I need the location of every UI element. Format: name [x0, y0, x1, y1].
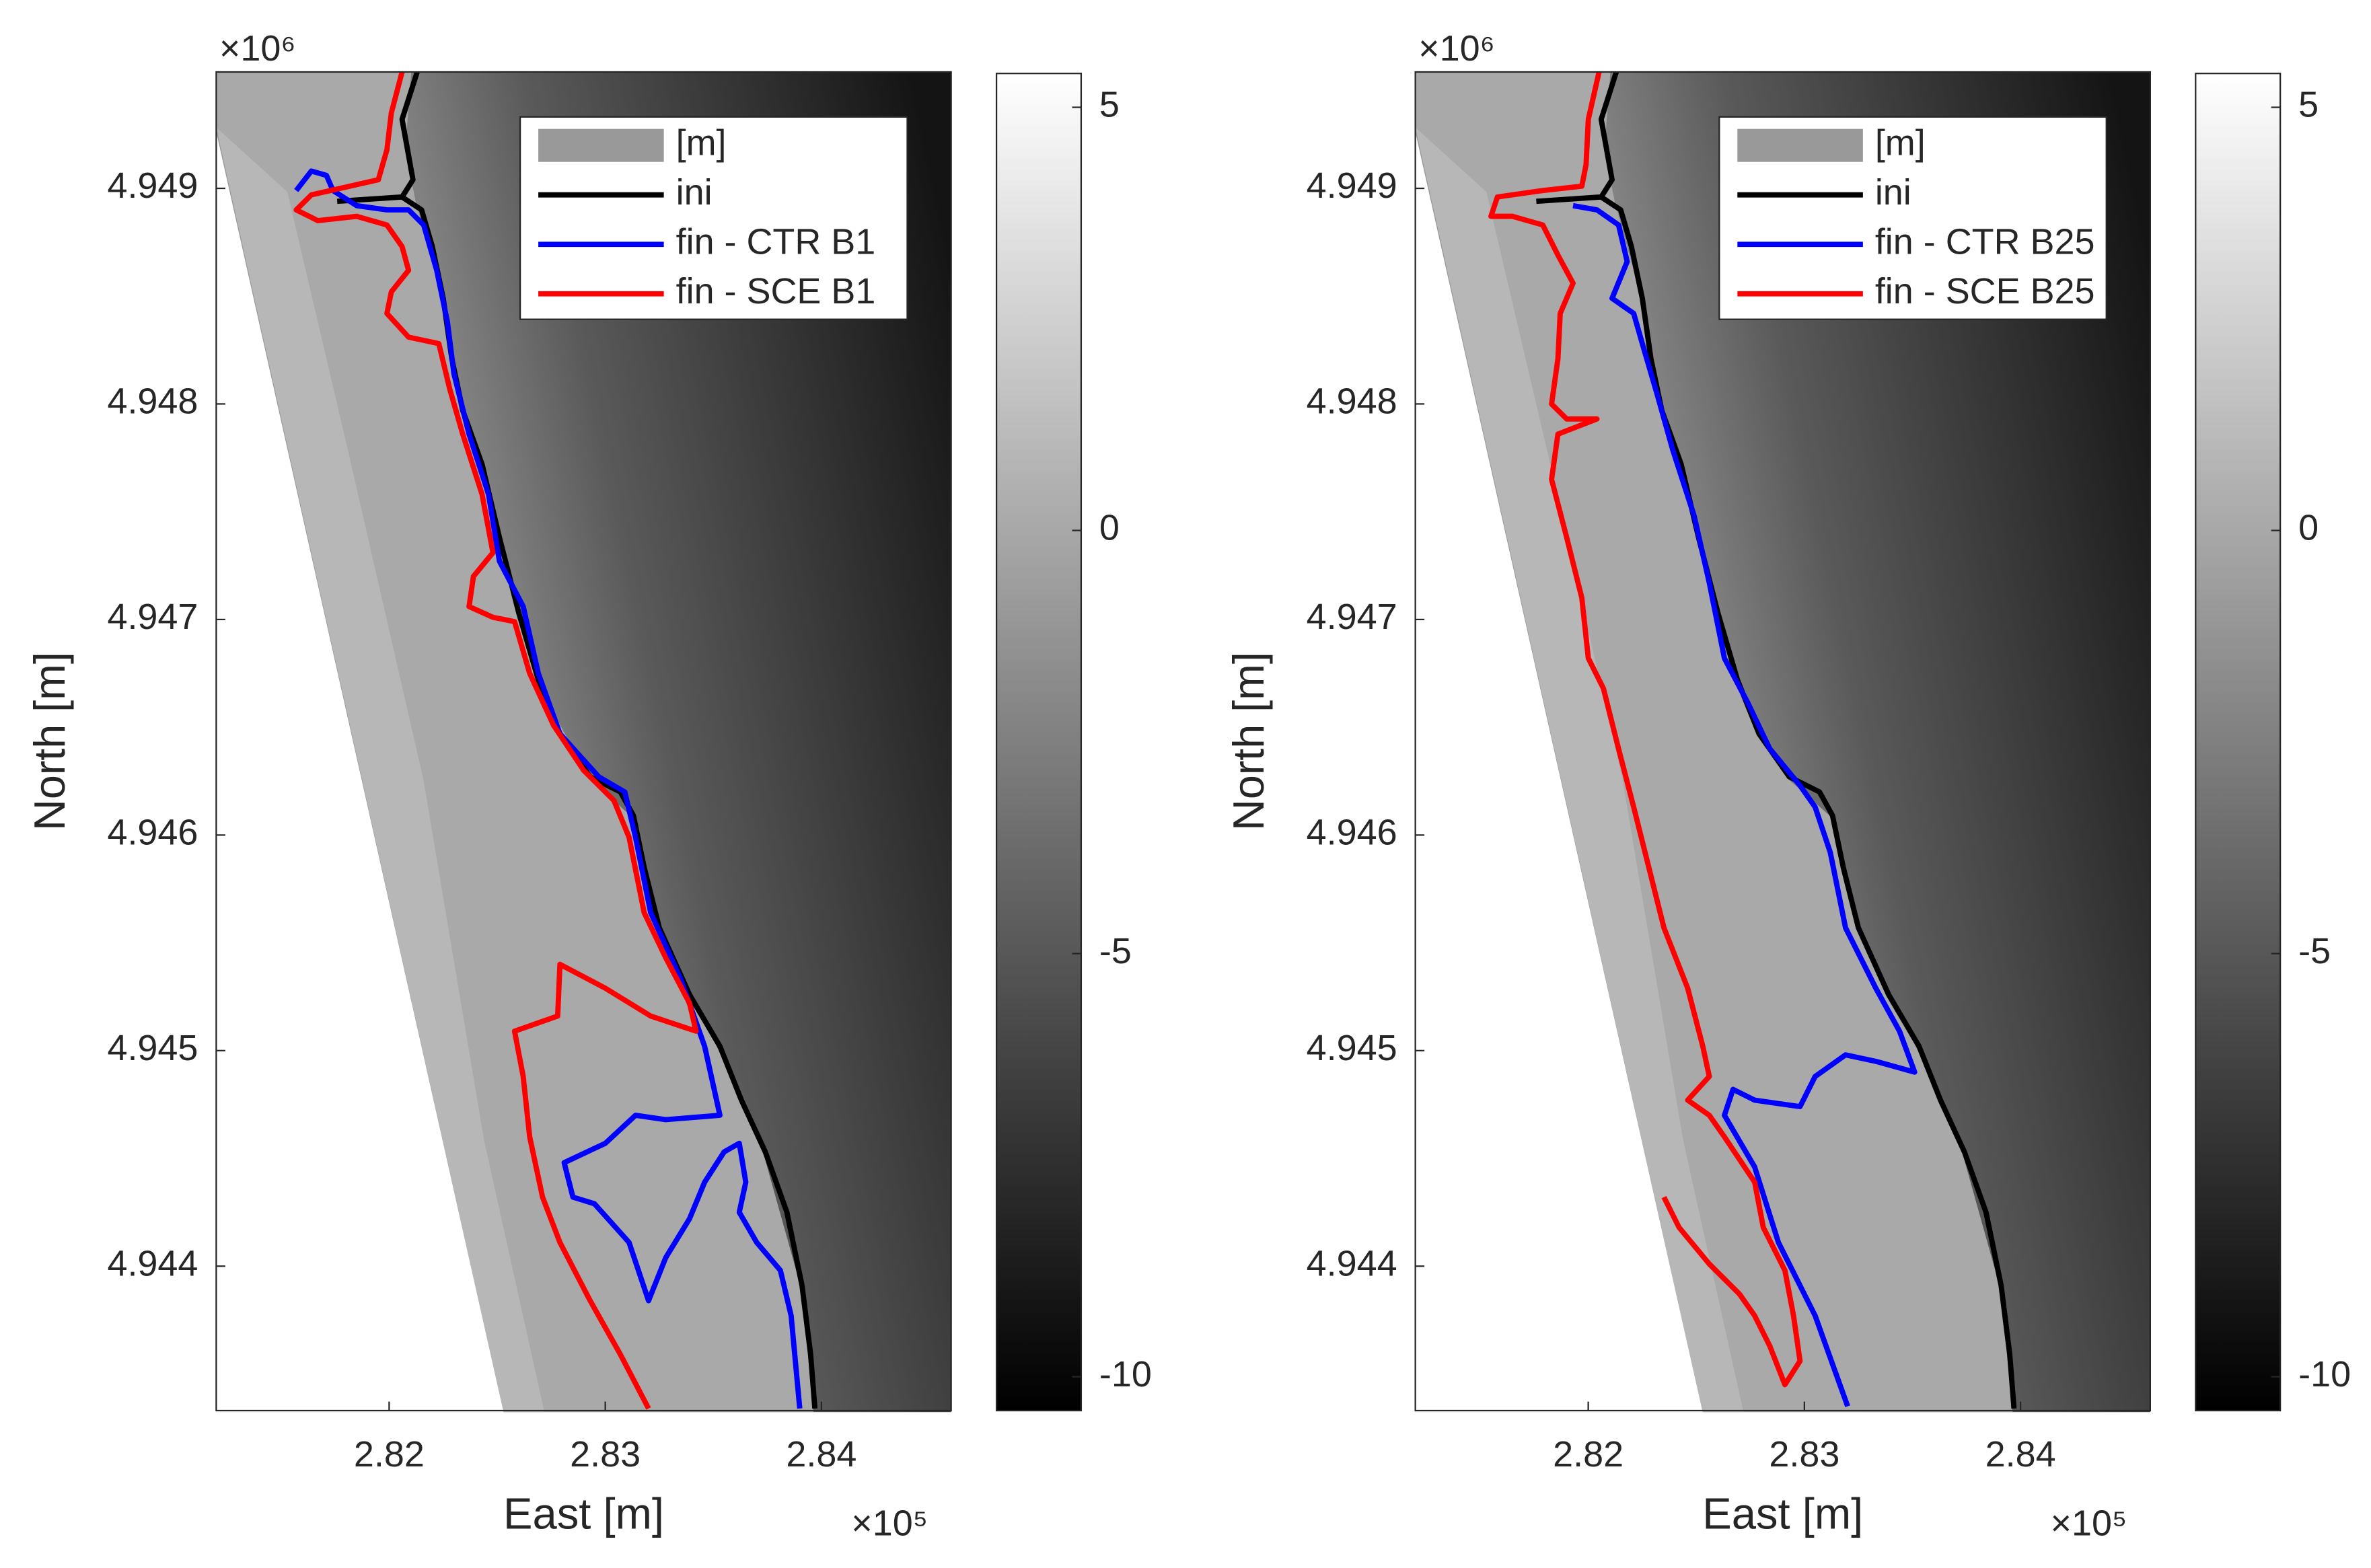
legend-label: [m] [1875, 122, 1926, 163]
y-axis-label: North [m] [25, 652, 74, 831]
x-tick-label: 2.84 [1985, 1434, 2056, 1474]
x-tick-label: 2.83 [1769, 1434, 1839, 1474]
colorbar-tick-label: -5 [2298, 931, 2331, 971]
axes-box [1414, 71, 2151, 1412]
contour-line [1572, 202, 1918, 1407]
legend-label: fin - CTR B1 [676, 222, 876, 262]
legend-label: [m] [676, 122, 727, 163]
y-tick-label: 4.945 [1307, 1028, 1397, 1068]
x-tick-label: 2.84 [786, 1434, 856, 1474]
colorbar-tick-label: 0 [1099, 508, 1120, 548]
contour-line [1536, 71, 2017, 1409]
x-tick-label: 2.82 [1553, 1434, 1624, 1474]
contour-line [294, 168, 803, 1409]
y-tick-label: 4.947 [107, 597, 198, 637]
colorbar-tick-label: 5 [1099, 85, 1120, 125]
legend-label: ini [676, 172, 713, 213]
legend-label: fin - CTR B25 [1875, 222, 2095, 262]
contour-line [1488, 71, 1803, 1388]
colorbar-tick-label: -10 [2298, 1354, 2351, 1394]
legend-label: fin - SCE B1 [676, 271, 876, 311]
x-exponent: ×10⁵ [2051, 1503, 2127, 1544]
axes-box [215, 71, 952, 1412]
colorbar [995, 73, 1083, 1412]
y-tick-label: 4.949 [107, 165, 198, 206]
x-tick-label: 2.82 [354, 1434, 425, 1474]
colorbar-tick-label: 5 [2298, 85, 2319, 125]
x-exponent: ×10⁵ [851, 1503, 928, 1544]
y-exponent: ×10⁶ [1418, 28, 1495, 69]
y-tick-label: 4.948 [1307, 381, 1397, 422]
y-tick-label: 4.946 [107, 813, 198, 853]
legend-swatch [1737, 128, 1863, 162]
colorbar-tick-label: -10 [1099, 1354, 1152, 1394]
colorbar-tick-label: 0 [2298, 508, 2319, 548]
contour-line [293, 71, 699, 1410]
legend-label: fin - SCE B25 [1875, 271, 2095, 311]
legend-label: ini [1875, 172, 1911, 213]
legend-swatch [538, 128, 664, 162]
colorbar-tick-label: -5 [1099, 931, 1132, 971]
y-tick-label: 4.944 [107, 1244, 198, 1284]
y-exponent: ×10⁶ [219, 28, 296, 69]
y-tick-label: 4.944 [1307, 1244, 1397, 1284]
colorbar [2195, 73, 2282, 1412]
y-tick-label: 4.945 [107, 1028, 198, 1068]
x-axis-label: East [m] [503, 1489, 664, 1538]
y-tick-label: 4.949 [1307, 165, 1397, 206]
x-axis-label: East [m] [1702, 1489, 1863, 1538]
x-tick-label: 2.83 [570, 1434, 641, 1474]
y-tick-label: 4.948 [107, 381, 198, 422]
y-tick-label: 4.946 [1307, 813, 1397, 853]
legend-box [519, 116, 908, 320]
y-tick-label: 4.947 [1307, 597, 1397, 637]
y-axis-label: North [m] [1224, 652, 1273, 831]
